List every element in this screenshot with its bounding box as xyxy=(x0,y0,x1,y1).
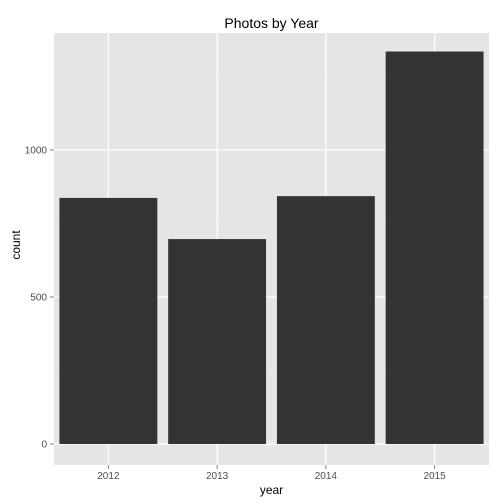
bar-2015 xyxy=(385,51,484,444)
x-tick-label: 2015 xyxy=(424,471,447,482)
bar-2013 xyxy=(168,239,267,444)
bars xyxy=(59,51,484,444)
x-tick-label: 2014 xyxy=(315,471,338,482)
y-tick-label: 0 xyxy=(41,440,47,451)
chart-title: Photos by Year xyxy=(224,15,319,31)
x-tick-label: 2013 xyxy=(206,471,229,482)
x-axis: 2012 2013 2014 2015 xyxy=(97,465,446,482)
bar-2012 xyxy=(59,197,158,444)
bar-2014 xyxy=(276,196,375,444)
y-tick-label: 500 xyxy=(30,293,47,304)
y-axis: 0 500 1000 xyxy=(25,146,54,451)
y-tick-label: 1000 xyxy=(25,146,48,157)
x-tick-label: 2012 xyxy=(97,471,120,482)
x-axis-title: year xyxy=(260,483,283,497)
y-axis-title: count xyxy=(9,230,23,260)
